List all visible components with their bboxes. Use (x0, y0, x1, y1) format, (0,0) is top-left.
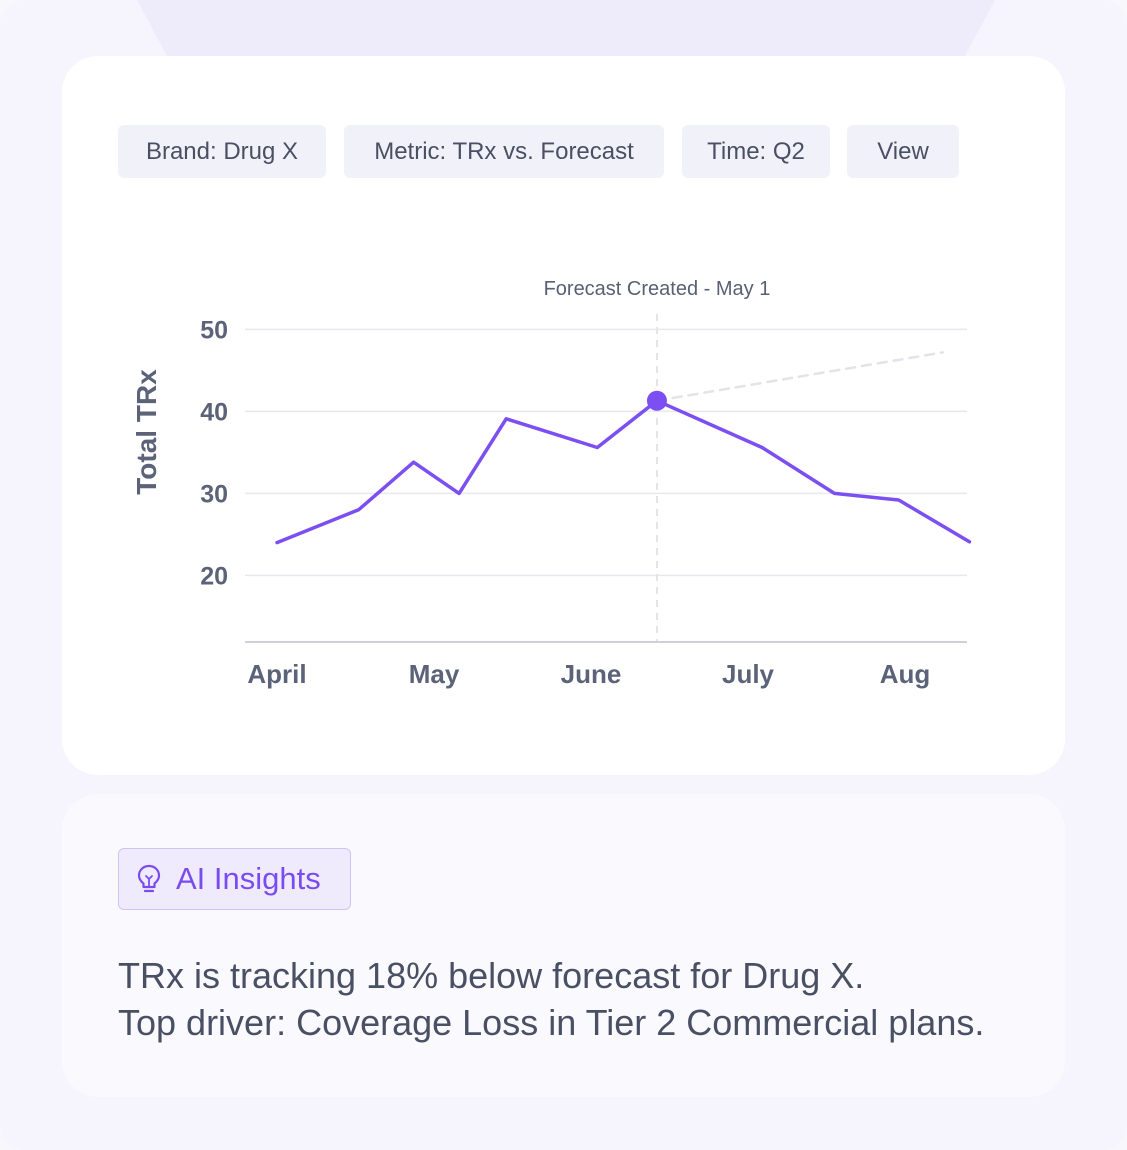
y-tick-label: 20 (200, 562, 228, 590)
y-tick-label: 50 (200, 316, 228, 344)
y-axis-label: Total TRx (131, 369, 162, 495)
x-tick-label: June (561, 659, 622, 689)
ai-insights-label: AI Insights (176, 861, 321, 896)
insight-line-1: TRx is tracking 18% below forecast for D… (118, 955, 865, 996)
insight-line-2: Top driver: Coverage Loss in Tier 2 Comm… (118, 1002, 985, 1043)
insights-card: AI Insights TRx is tracking 18% below fo… (62, 794, 1065, 1097)
ai-insights-badge[interactable]: AI Insights (118, 848, 351, 910)
time-filter-chip[interactable]: Time: Q2 (682, 125, 830, 178)
metric-filter-chip[interactable]: Metric: TRx vs. Forecast (344, 125, 664, 178)
trx-line-chart: 20 30 40 50 April May June July Aug Forecast Cr… (131, 278, 972, 689)
forecast-point-marker (646, 390, 667, 411)
y-tick-label: 40 (200, 398, 228, 426)
y-tick-label: 30 (200, 480, 228, 508)
header-tab-shape (137, 0, 995, 56)
x-tick-label: April (247, 659, 306, 689)
x-tick-label: May (409, 659, 460, 689)
x-tick-label: Aug (880, 659, 931, 689)
actual-trx-series-line (275, 398, 972, 545)
x-tick-label: July (722, 659, 775, 689)
view-button[interactable]: View (847, 125, 959, 178)
forecast-series-line (655, 351, 944, 402)
insight-summary: TRx is tracking 18% below forecast for D… (118, 952, 1048, 1046)
lightbulb-icon (137, 864, 161, 893)
forecast-created-annotation: Forecast Created - May 1 (544, 278, 771, 300)
chart-card: Brand: Drug X Metric: TRx vs. Forecast T… (62, 56, 1065, 775)
brand-filter-chip[interactable]: Brand: Drug X (118, 125, 326, 178)
